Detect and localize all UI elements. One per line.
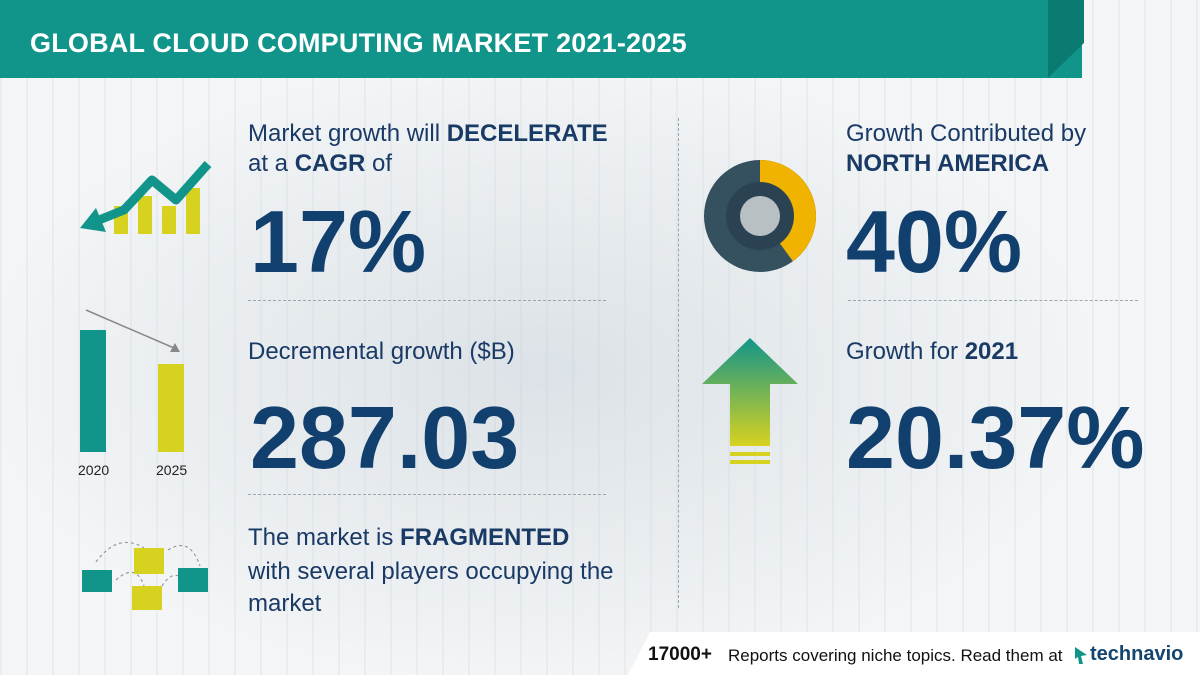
divider-right-1	[848, 300, 1138, 301]
connector-4	[161, 574, 183, 587]
bar-2025	[158, 364, 184, 452]
fragmented-pre: The market is	[248, 524, 401, 551]
building-4	[178, 568, 208, 592]
bar-2020	[80, 330, 106, 452]
cagr-value: 17%	[250, 192, 427, 291]
cagr-label2-pre: at a	[248, 150, 295, 177]
connector-3	[115, 571, 145, 587]
footer-bar	[628, 632, 1200, 675]
yoy-label: Growth for 2021	[846, 338, 1018, 366]
header-banner	[0, 0, 1082, 78]
technavio-logo-icon	[1075, 647, 1087, 664]
technavio-logo-text[interactable]: technavio	[1090, 643, 1184, 665]
connector-1	[95, 541, 145, 563]
bar-comparison-icon	[80, 309, 184, 452]
connector-2	[167, 545, 201, 567]
fragmented-line1: The market is FRAGMENTED	[248, 524, 569, 552]
trend-arrow-line	[85, 309, 175, 349]
footer-text: Reports covering niche topics. Read them…	[728, 646, 1063, 665]
icon-arrow-head	[80, 208, 106, 232]
fragmented-bold: FRAGMENTED	[400, 524, 570, 551]
incremental-value: 287.03	[250, 388, 520, 487]
bar-2025-label: 2025	[156, 462, 188, 478]
fragmented-line3: market	[248, 590, 322, 617]
icon-trend-line	[92, 161, 212, 227]
fragmented-line2: with several players occupying the	[248, 558, 614, 585]
region-share-donut	[704, 160, 816, 272]
cagr-label-bold: DECELERATE	[446, 120, 608, 147]
market-players-icon	[82, 541, 208, 610]
divider-left-1	[248, 300, 606, 301]
region-value: 40%	[846, 192, 1023, 291]
page-title: GLOBAL CLOUD COMPUTING MARKET 2021-2025	[30, 28, 687, 58]
trend-arrow-head	[170, 343, 180, 352]
growth-arrow-stripe-1	[730, 452, 770, 456]
icon-bar-3	[162, 206, 176, 234]
footer-report-count: 17000+	[648, 644, 712, 665]
decelerate-chart-icon	[80, 161, 212, 234]
bar-2020-label: 2020	[78, 462, 110, 478]
yoy-label-year: 2021	[964, 338, 1019, 365]
cagr-label-line1: Market growth will DECELERATE	[248, 120, 608, 148]
icon-bar-4	[186, 188, 200, 234]
region-label-line2: NORTH AMERICA	[846, 150, 1050, 177]
cagr-label-line2: at a CAGR of	[248, 150, 392, 178]
divider-left-2	[248, 494, 606, 495]
incremental-label: Decremental growth ($B)	[248, 338, 515, 365]
yoy-label-pre: Growth for	[846, 338, 965, 365]
region-label-line1: Growth Contributed by	[846, 120, 1087, 147]
yoy-value: 20.37%	[846, 388, 1145, 487]
cagr-label2-bold: CAGR	[294, 150, 366, 177]
icon-bar-2	[138, 196, 152, 234]
building-3	[132, 586, 162, 610]
building-1	[82, 570, 112, 592]
growth-arrow-shape	[702, 338, 798, 446]
building-2	[134, 548, 164, 574]
growth-arrow-icon	[702, 338, 798, 464]
column-divider	[678, 118, 679, 608]
donut-hole	[740, 196, 780, 236]
cagr-label-pre: Market growth will	[248, 120, 447, 147]
cagr-label2-post: of	[365, 150, 393, 177]
growth-arrow-stripe-2	[730, 460, 770, 464]
